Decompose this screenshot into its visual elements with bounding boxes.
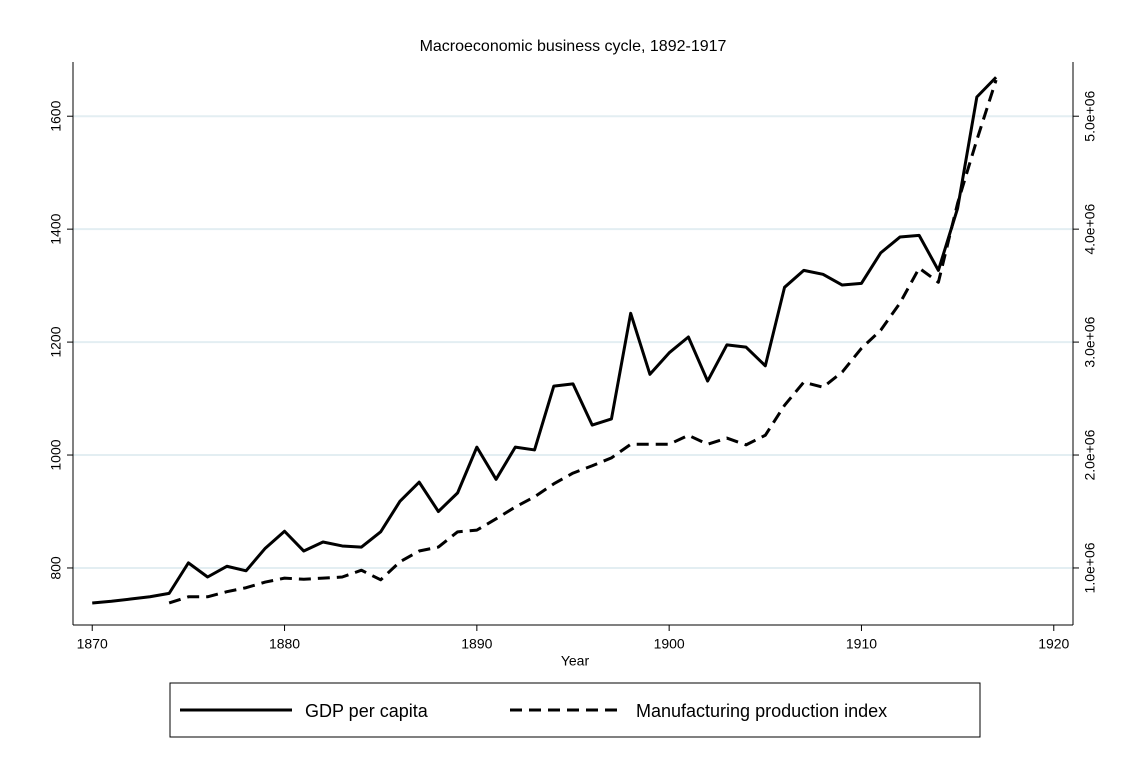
x-tick-label: 1880 [269, 636, 300, 652]
x-tick-label: 1910 [846, 636, 877, 652]
y2-tick-label: 2.0e+06 [1082, 429, 1098, 480]
x-tick-label: 1870 [77, 636, 108, 652]
y-tick-label: 800 [48, 556, 64, 580]
y2-tick-label: 3.0e+06 [1082, 316, 1098, 367]
y2-tick-label: 1.0e+06 [1082, 542, 1098, 593]
x-tick-label: 1890 [461, 636, 492, 652]
y-tick-label: 1600 [48, 100, 64, 131]
legend-label: Manufacturing production index [636, 701, 887, 721]
y2-tick-label: 5.0e+06 [1082, 91, 1098, 142]
legend-label: GDP per capita [305, 701, 429, 721]
x-tick-label: 1920 [1038, 636, 1069, 652]
x-tick-label: 1900 [654, 636, 685, 652]
y2-tick-label: 4.0e+06 [1082, 203, 1098, 254]
y-tick-label: 1000 [48, 439, 64, 470]
series-line [92, 76, 998, 605]
x-axis-label: Year [561, 653, 590, 669]
chart-title: Macroeconomic business cycle, 1892-1917 [420, 38, 727, 55]
y-tick-label: 1400 [48, 213, 64, 244]
y-tick-label: 1200 [48, 326, 64, 357]
series-line [168, 79, 998, 605]
